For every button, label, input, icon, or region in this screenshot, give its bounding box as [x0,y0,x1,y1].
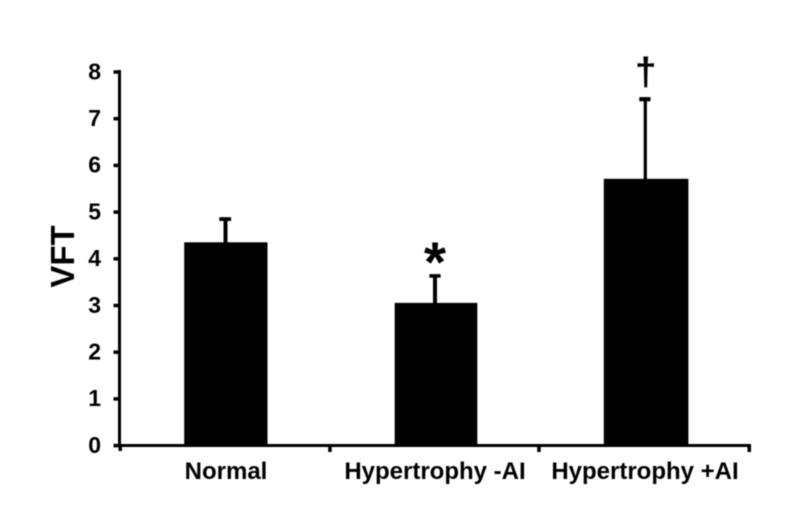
svg-text:5: 5 [88,198,101,224]
svg-text:Hypertrophy +AI: Hypertrophy +AI [551,458,738,485]
svg-text:4: 4 [88,245,101,271]
svg-text:7: 7 [88,105,101,131]
svg-text:1: 1 [88,385,101,411]
svg-text:*: * [424,230,447,294]
svg-text:VFT: VFT [44,225,81,287]
svg-text:2: 2 [88,339,101,365]
svg-text:Normal: Normal [185,458,268,485]
svg-text:†: † [635,51,657,94]
svg-text:3: 3 [88,292,101,318]
svg-text:8: 8 [88,58,101,84]
svg-text:0: 0 [88,432,101,458]
svg-text:6: 6 [88,152,101,178]
svg-text:Hypertrophy -AI: Hypertrophy -AI [344,458,525,485]
